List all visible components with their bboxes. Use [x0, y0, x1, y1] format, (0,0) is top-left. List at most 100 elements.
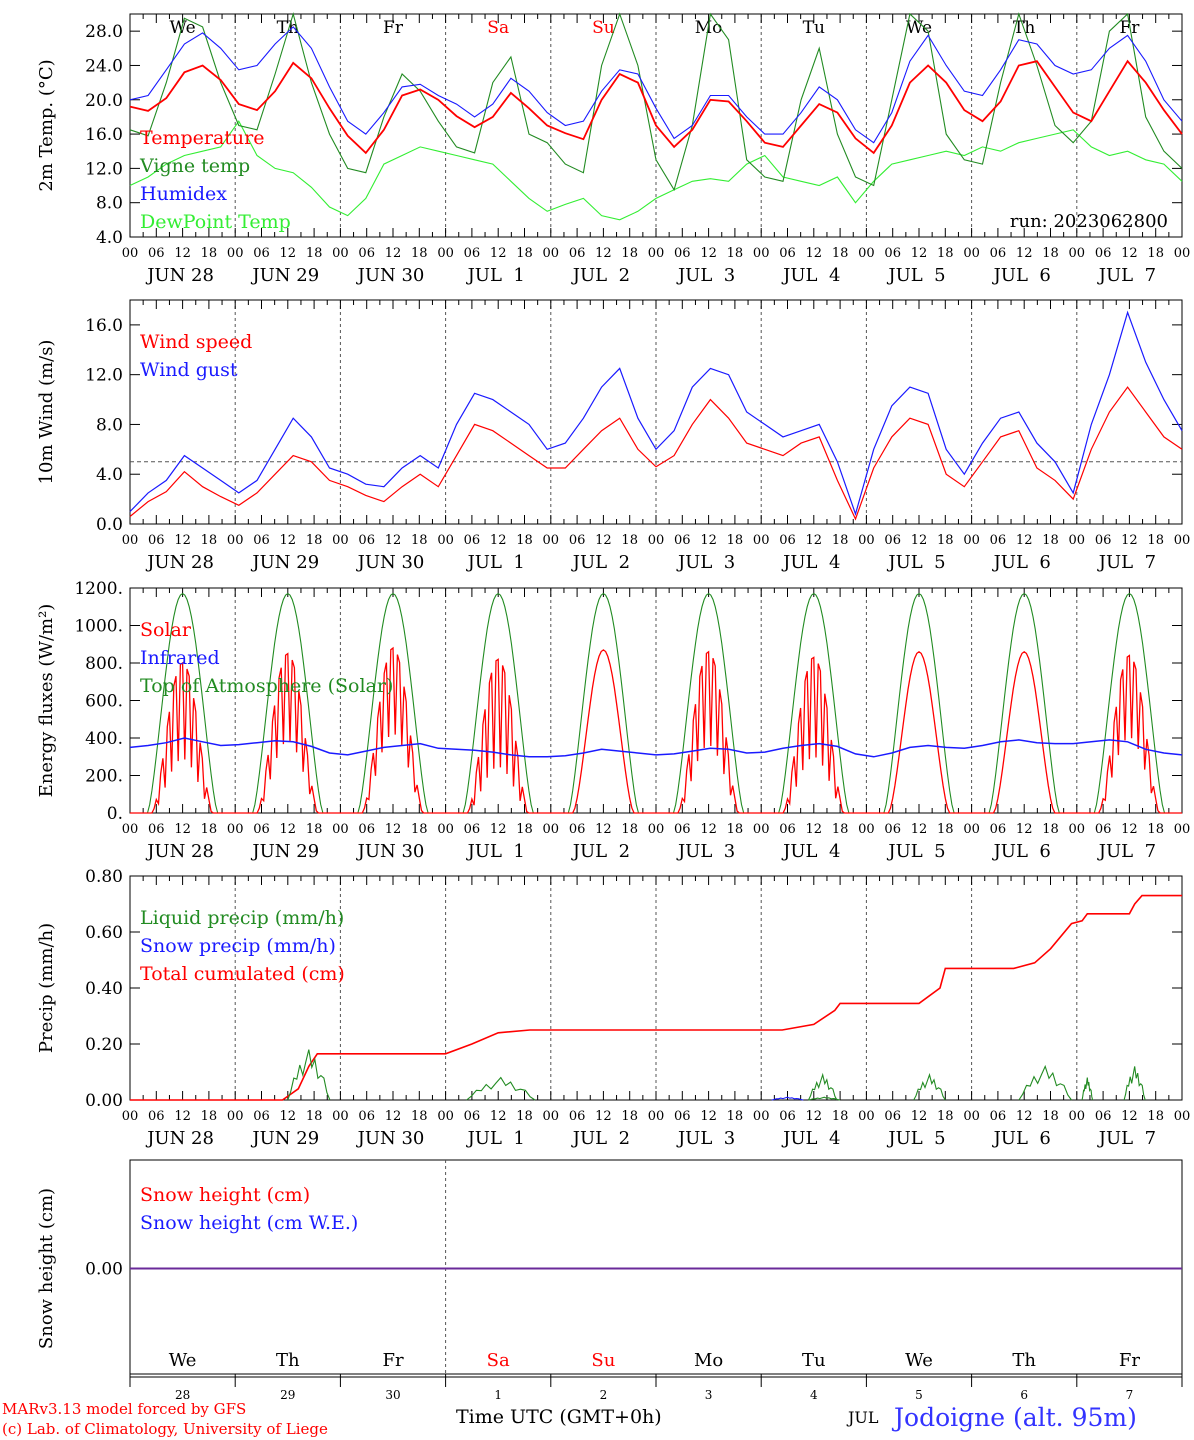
day-number: 4: [810, 1388, 818, 1402]
x-hour-label: 18: [516, 246, 533, 261]
y-axis-label: Energy fluxes (W/m²): [36, 604, 57, 798]
x-day-label: JUL 1: [466, 1128, 525, 1149]
x-hour-label: 00: [648, 1109, 665, 1124]
x-hour-label: 00: [963, 822, 980, 837]
y-axis-label: 10m Wind (m/s): [36, 340, 57, 485]
x-hour-label: 06: [358, 533, 375, 548]
x-hour-label: 18: [832, 822, 849, 837]
day-name: Th: [1012, 1350, 1036, 1371]
x-hour-label: 00: [543, 533, 560, 548]
x-hour-label: 18: [832, 246, 849, 261]
x-hour-label: 06: [674, 246, 691, 261]
x-hour-label: 12: [806, 533, 823, 548]
x-hour-label: 18: [306, 533, 323, 548]
x-hour-label: 06: [674, 1109, 691, 1124]
y-tick-label: 600.: [85, 692, 123, 712]
y-tick-label: 24.0: [85, 56, 123, 76]
x-hour-label: 00: [1174, 822, 1191, 837]
x-day-label: JUN 29: [250, 552, 319, 573]
x-hour-label: 06: [253, 246, 270, 261]
precip-burst: [1123, 1066, 1146, 1101]
x-hour-label: 18: [937, 1109, 954, 1124]
legend-entry: DewPoint Temp: [140, 211, 291, 233]
legend-entry: Snow precip (mm/h): [140, 935, 336, 957]
y-tick-label: 1000.: [74, 617, 123, 637]
precip-burst: [287, 1049, 331, 1101]
x-hour-label: 06: [358, 246, 375, 261]
x-day-label: JUN 28: [145, 265, 214, 286]
month-label: JUL: [848, 1408, 879, 1427]
x-day-label: JUL 7: [1097, 552, 1156, 573]
series-line: [129, 120, 1183, 221]
x-hour-label: 12: [174, 246, 191, 261]
x-hour-label: 00: [1069, 246, 1086, 261]
day-name: Su: [591, 1350, 615, 1371]
x-day-label: JUN 30: [356, 1128, 425, 1149]
x-day-label: JUL 6: [992, 1128, 1051, 1149]
x-hour-label: 00: [858, 1109, 875, 1124]
x-day-label: JUL 3: [676, 265, 735, 286]
x-hour-label: 12: [385, 246, 402, 261]
day-number: 1: [494, 1388, 502, 1402]
x-hour-label: 12: [595, 822, 612, 837]
x-day-label: JUN 29: [250, 841, 319, 862]
day-name: Su: [592, 18, 615, 38]
series-line: [129, 386, 1183, 521]
y-tick-label: 0.: [107, 804, 123, 824]
x-hour-label: 12: [1121, 533, 1138, 548]
day-name: Sa: [487, 1350, 510, 1371]
x-hour-label: 18: [411, 246, 428, 261]
lab-credit: (c) Lab. of Climatology, University of L…: [2, 1420, 328, 1438]
x-hour-label: 12: [911, 533, 928, 548]
x-day-label: JUL 2: [571, 1128, 630, 1149]
y-tick-label: 12.0: [85, 366, 123, 386]
x-hour-label: 18: [516, 822, 533, 837]
x-hour-label: 06: [990, 246, 1007, 261]
x-hour-label: 12: [490, 1109, 507, 1124]
x-hour-label: 06: [990, 1109, 1007, 1124]
day-name: Th: [276, 1350, 300, 1371]
x-hour-label: 12: [911, 822, 928, 837]
run-annotation: run: 2023062800: [1010, 211, 1168, 232]
x-hour-label: 06: [464, 1109, 481, 1124]
x-hour-label: 12: [700, 246, 717, 261]
x-hour-label: 06: [1095, 1109, 1112, 1124]
x-day-label: JUL 1: [466, 552, 525, 573]
legend-entry: Wind speed: [140, 331, 252, 353]
x-day-label: JUL 6: [992, 265, 1051, 286]
x-hour-label: 18: [1147, 533, 1164, 548]
x-hour-label: 12: [280, 246, 297, 261]
x-day-label: JUL 3: [676, 1128, 735, 1149]
x-hour-label: 00: [437, 246, 454, 261]
x-hour-label: 18: [411, 533, 428, 548]
legend-entry: Infrared: [140, 647, 220, 669]
x-hour-label: 18: [727, 533, 744, 548]
x-hour-label: 00: [858, 533, 875, 548]
solar-line: [130, 646, 1182, 814]
y-tick-label: 200.: [85, 767, 123, 787]
day-name: Fr: [383, 18, 404, 38]
day-number: 5: [915, 1388, 923, 1402]
x-hour-label: 06: [148, 533, 165, 548]
x-hour-label: 00: [437, 1109, 454, 1124]
y-tick-label: 0.60: [85, 923, 123, 943]
x-day-label: JUL 4: [781, 841, 840, 862]
x-day-label: JUN 28: [145, 841, 214, 862]
day-number: 29: [280, 1388, 295, 1402]
x-day-label: JUN 29: [250, 1128, 319, 1149]
y-tick-label: 12.0: [85, 159, 123, 179]
y-tick-label: 28.0: [85, 22, 123, 42]
y-tick-label: 8.0: [96, 194, 123, 214]
x-hour-label: 00: [332, 533, 349, 548]
x-hour-label: 18: [937, 246, 954, 261]
x-hour-label: 18: [201, 822, 218, 837]
x-hour-label: 12: [490, 822, 507, 837]
day-number: 30: [385, 1388, 400, 1402]
legend-entry: Total cumulated (cm): [140, 963, 345, 985]
x-day-label: JUL 2: [571, 841, 630, 862]
y-tick-label: 20.0: [85, 91, 123, 111]
precip-burst: [466, 1076, 536, 1101]
x-hour-label: 12: [1016, 822, 1033, 837]
x-hour-label: 06: [990, 822, 1007, 837]
x-day-label: JUL 5: [886, 1128, 945, 1149]
